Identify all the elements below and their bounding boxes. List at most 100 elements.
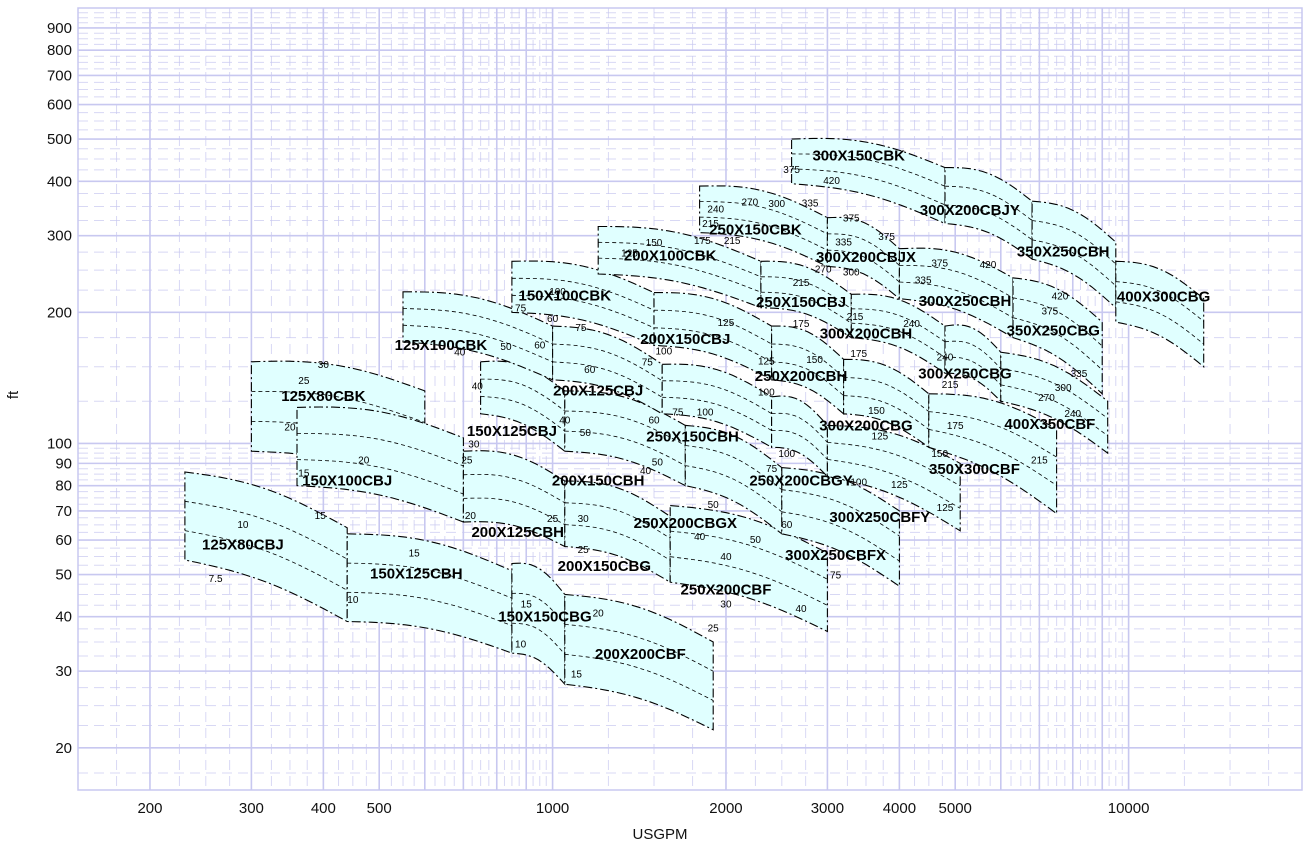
impeller-curve — [564, 653, 714, 701]
pump-model-label: 200X150CBH — [552, 473, 645, 490]
y-tick-label: 600 — [47, 97, 72, 114]
power-label: 175 — [694, 236, 711, 247]
power-label: 125 — [621, 248, 638, 259]
impeller-curve — [760, 291, 852, 324]
power-label: 100 — [778, 449, 795, 460]
impeller-curve — [564, 524, 671, 561]
impeller-curve — [653, 327, 772, 363]
impeller-curve — [297, 433, 464, 467]
power-label: 75 — [766, 464, 778, 475]
pump-model-label: 250X200CBH — [755, 368, 848, 385]
power-label: 300 — [768, 199, 785, 210]
impeller-curve — [184, 500, 348, 560]
power-label: 100 — [655, 347, 672, 358]
impeller-curve — [791, 168, 946, 206]
power-label: 100 — [758, 387, 775, 398]
power-label: 15 — [315, 511, 327, 522]
pump-model-label: 300X200CBH — [820, 326, 913, 343]
pump-model-label: 300X250CBFX — [785, 547, 886, 564]
pump-region — [346, 533, 513, 654]
pump-regions — [184, 137, 1205, 731]
power-label: 175 — [947, 421, 964, 432]
y-tick-label: 400 — [47, 173, 72, 190]
pump-region — [184, 471, 348, 623]
impeller-labels: 10 7.5 15 15 10 15 10 20 15 20 25 30 15 20 25 20 25 30 25 4… — [209, 165, 1088, 681]
power-label: 50 — [500, 342, 512, 353]
impeller-curve — [1012, 317, 1103, 371]
power-label: 240 — [937, 353, 954, 364]
pump-model-label: 200X150CBG — [558, 558, 651, 575]
impeller-curve — [653, 309, 772, 345]
impeller-curve — [402, 324, 553, 363]
power-label: 100 — [850, 478, 867, 489]
impeller-curve — [944, 340, 1002, 369]
pump-model-label: 400X350CBF — [1004, 416, 1095, 433]
power-label: 50 — [750, 535, 762, 546]
y-tick-label: 700 — [47, 67, 72, 84]
impeller-curve — [564, 502, 671, 539]
power-label: 270 — [815, 264, 832, 275]
power-label: 150 — [806, 355, 823, 366]
power-label: 175 — [793, 319, 810, 330]
power-label: 375 — [783, 165, 800, 176]
power-label: 40 — [720, 552, 732, 563]
y-tick-label: 30 — [55, 663, 72, 680]
impeller-curve — [944, 204, 1033, 241]
impeller-curve — [511, 294, 655, 329]
y-axis-title: ft — [5, 390, 22, 399]
impeller-curve — [564, 624, 714, 672]
x-tick-label: 1000 — [536, 800, 569, 817]
impeller-curve — [685, 445, 783, 491]
power-label: 215 — [847, 312, 864, 323]
impeller-curve — [347, 562, 513, 599]
power-label: 125 — [937, 503, 954, 514]
pump-model-label: 200X125CBH — [471, 524, 564, 541]
impeller-curve — [699, 216, 828, 251]
x-tick-label: 300 — [239, 800, 264, 817]
y-tick-label: 80 — [55, 478, 72, 495]
y-tick-label: 100 — [47, 435, 72, 452]
pump-region — [1000, 351, 1109, 455]
impeller-curve — [928, 429, 1057, 486]
impeller-curve — [463, 474, 566, 504]
power-label: 20 — [593, 609, 605, 620]
power-label: 20 — [465, 511, 477, 522]
power-label: 25 — [578, 545, 590, 556]
power-label: 420 — [980, 260, 997, 271]
x-tick-label: 5000 — [939, 800, 972, 817]
y-tick-label: 40 — [55, 609, 72, 626]
pump-model-label: 300X200CBJX — [816, 249, 916, 266]
power-label: 30 — [578, 514, 590, 525]
power-label: 20 — [358, 455, 370, 466]
pump-model-label: 250X200CBGY — [749, 473, 852, 490]
power-label: 100 — [697, 407, 714, 418]
power-label: 150 — [931, 449, 948, 460]
impeller-curve — [685, 465, 783, 513]
power-label: 215 — [702, 219, 719, 230]
region-labels: 125X80CBJ 150X125CBH 150X150CBG 200X200CBF 1… — [202, 148, 1210, 663]
power-label: 60 — [534, 341, 546, 352]
pump-region — [1115, 260, 1205, 368]
pump-model-label: 150X100CBJ — [302, 473, 392, 490]
y-tick-label: 60 — [55, 532, 72, 549]
power-label: 335 — [802, 199, 819, 210]
impeller-curve — [827, 233, 900, 266]
impeller-curve — [771, 361, 844, 396]
pump-region — [597, 225, 762, 309]
x-axis-title: USGPM — [632, 826, 687, 843]
x-tick-label: 500 — [367, 800, 392, 817]
power-label: 60 — [781, 520, 793, 531]
power-label: 30 — [720, 599, 732, 610]
power-label: 75 — [575, 323, 587, 334]
power-label: 375 — [878, 232, 895, 243]
power-label: 50 — [580, 428, 592, 439]
power-label: 150 — [646, 238, 663, 249]
x-tick-label: 2000 — [709, 800, 742, 817]
y-tick-label: 200 — [47, 304, 72, 321]
impeller-curve — [480, 378, 566, 412]
pump-model-label: 250X150CBK — [709, 221, 802, 238]
impeller-curve — [899, 265, 1014, 299]
impeller-curve — [251, 391, 425, 423]
